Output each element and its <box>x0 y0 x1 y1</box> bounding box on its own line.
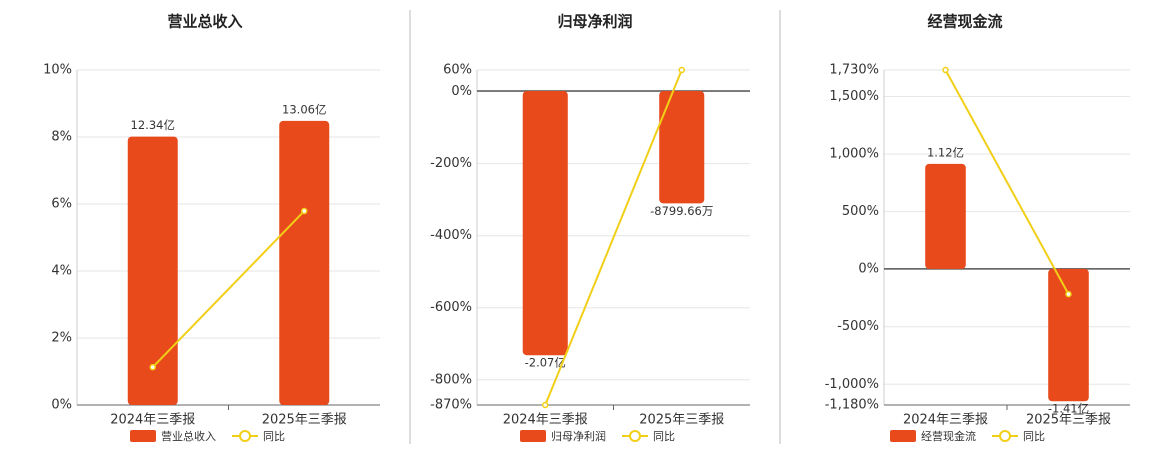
bar <box>127 136 178 405</box>
y-tick-label: -400% <box>430 228 472 243</box>
y-tick-label: 0% <box>858 262 879 277</box>
legend-label: 归母净利润 <box>551 429 606 443</box>
value-label: -1.41亿 <box>1048 402 1089 416</box>
line-point <box>1065 290 1072 298</box>
y-tick-label: 0% <box>451 84 472 99</box>
y-tick-label: -600% <box>430 300 472 315</box>
y-tick-label: -870% <box>430 398 472 413</box>
y-tick-label: -1,000% <box>825 377 879 392</box>
x-tick-label: 2025年三季报 <box>1026 413 1111 428</box>
value-label: 13.06亿 <box>282 102 326 116</box>
line-point <box>542 401 549 409</box>
bar <box>659 91 705 204</box>
line <box>152 210 305 368</box>
bar <box>1048 268 1089 402</box>
x-tick-label: 2024年三季报 <box>903 413 988 428</box>
value-label: 12.34亿 <box>131 118 175 132</box>
x-tick-label: 2025年三季报 <box>639 413 724 428</box>
x-tick-label: 2024年三季报 <box>110 413 195 428</box>
y-tick-label: 500% <box>842 204 879 219</box>
y-tick-label: 0% <box>51 398 72 413</box>
line <box>944 69 1070 295</box>
y-tick-label: 1,000% <box>829 147 879 162</box>
value-label: -2.07亿 <box>525 356 566 370</box>
value-label: -8799.66万 <box>650 204 713 218</box>
y-tick-label: -200% <box>430 156 472 171</box>
bar <box>522 91 568 356</box>
legend-swatch <box>999 430 1011 442</box>
legend-label: 同比 <box>263 430 285 443</box>
line-point <box>678 66 685 74</box>
y-tick-label: 8% <box>51 130 72 145</box>
line-point <box>942 66 949 74</box>
y-tick-label: 6% <box>51 197 72 212</box>
y-tick-label: -500% <box>837 319 879 334</box>
line <box>544 69 683 406</box>
y-tick-label: 1,500% <box>829 89 879 104</box>
legend-label: 同比 <box>653 430 675 443</box>
legend-swatch <box>520 430 546 442</box>
chart-title: 营业总收入 <box>167 13 242 31</box>
bar <box>925 163 966 269</box>
y-tick-label: -1,180% <box>825 398 879 413</box>
bar <box>279 120 330 406</box>
y-tick-label: 4% <box>51 264 72 279</box>
legend-swatch <box>629 430 641 442</box>
legend-label: 经营现金流 <box>921 429 976 443</box>
y-tick-label: 2% <box>51 331 72 346</box>
y-tick-label: 1,730% <box>829 63 879 78</box>
legend-swatch <box>890 430 916 442</box>
y-tick-label: 60% <box>443 63 472 78</box>
chart-title: 经营现金流 <box>927 13 1002 31</box>
legend-label: 同比 <box>1023 430 1045 443</box>
x-tick-label: 2024年三季报 <box>503 413 588 428</box>
x-tick-label: 2025年三季报 <box>262 413 347 428</box>
legend-label: 营业总收入 <box>161 429 216 443</box>
line-point <box>149 363 156 371</box>
chart-title: 归母净利润 <box>557 13 632 31</box>
legend-swatch <box>239 430 251 442</box>
y-tick-label: -800% <box>430 372 472 387</box>
line-point <box>301 207 308 215</box>
y-tick-label: 10% <box>43 63 72 78</box>
value-label: 1.12亿 <box>927 145 964 159</box>
legend-swatch <box>130 430 156 442</box>
